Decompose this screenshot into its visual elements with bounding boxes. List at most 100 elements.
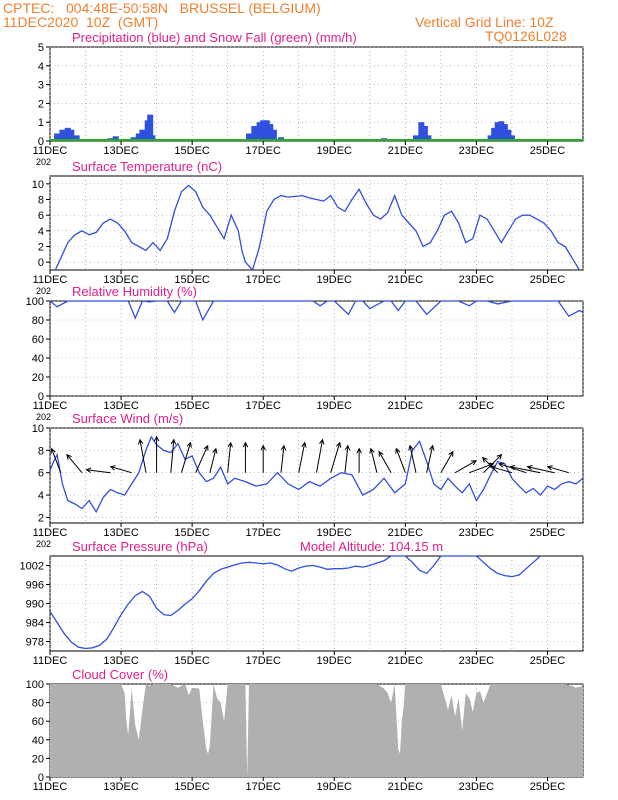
panel-precip-ytick-label: 5 — [38, 42, 44, 54]
wind-vector-head — [186, 441, 192, 448]
panel-rh-xtick-label: 21DEC — [388, 400, 424, 412]
panel-wind-title: Surface Wind (m/s) — [72, 411, 183, 426]
panel-precip-xtick-label: 11DEC — [33, 145, 68, 157]
wind-vector-head — [203, 444, 209, 451]
precip-bar — [425, 135, 432, 141]
snow-bar — [130, 140, 137, 141]
wind-vector-head — [109, 465, 116, 471]
wind-vector-head — [395, 447, 401, 454]
wind-vector — [454, 460, 477, 474]
panel-rh-year-stub: 202 — [36, 412, 51, 422]
panel-pressure-xtick-label: 15DEC — [174, 655, 210, 667]
snow-bar — [149, 140, 156, 141]
wind-vector — [378, 451, 392, 473]
panel-pressure-ytick-label: 990 — [26, 599, 44, 611]
wind-vector-head — [526, 464, 533, 471]
precip-bar — [487, 135, 494, 141]
precip-bar — [73, 135, 80, 141]
panel-wind-year-stub: 202 — [36, 539, 51, 549]
panel-temp-year-stub: 202 — [36, 286, 51, 296]
panel-precip-ytick-label: 1 — [38, 117, 44, 129]
panel-pressure-ytick-label: 978 — [26, 637, 44, 649]
panel-temp-title: Surface Temperature (nC) — [72, 159, 222, 174]
wind-vector-head — [378, 450, 384, 457]
panel-cloud-ytick-label: 80 — [32, 698, 44, 710]
panel-wind-ytick-label: 4 — [38, 490, 44, 502]
snow-bar — [73, 140, 80, 141]
snow-bar — [505, 140, 512, 141]
panel-wind-ytick-label: 6 — [38, 468, 44, 480]
precip-bar — [256, 122, 263, 141]
panel-pressure-xtick-label: 17DEC — [245, 655, 281, 667]
panel-wind-series-line — [49, 435, 584, 514]
wind-vector — [409, 445, 417, 473]
wind-vector — [86, 469, 111, 474]
panel-precip-xtick-label: 17DEC — [245, 145, 281, 157]
panel-temp-xtick-label: 17DEC — [245, 274, 281, 286]
wind-vector-head — [85, 467, 92, 473]
wind-vector-head — [429, 444, 435, 451]
wind-vector-head — [489, 465, 496, 471]
panel-precip-xtick-label: 21DEC — [388, 145, 424, 157]
panel-rh-xtick-label: 15DEC — [174, 400, 210, 412]
wind-vector-head — [242, 441, 249, 448]
wind-vector — [490, 466, 513, 474]
wind-vector — [110, 466, 132, 474]
panel-temp-ytick-label: 2 — [38, 242, 44, 254]
panel-cloud-ytick-label: 20 — [32, 753, 44, 765]
wind-vector-head — [335, 441, 342, 448]
panel-cloud-xtick-label: 15DEC — [174, 781, 210, 793]
snow-bar — [494, 139, 501, 141]
precip-bar — [508, 135, 515, 141]
wind-vector-head — [498, 462, 505, 468]
panel-precip-ytick-label: 4 — [38, 61, 44, 73]
panel-rh-ytick-label: 60 — [32, 334, 44, 346]
precip-bar — [64, 127, 71, 141]
panel-temp-xtick-label: 19DEC — [317, 274, 353, 286]
precip-bar — [412, 135, 419, 141]
precip-bar — [245, 133, 252, 141]
panel-temp-ytick-label: 10 — [32, 179, 44, 191]
panel-cloud-ytick-label: 40 — [32, 735, 44, 747]
panel-rh-ytick-label: 40 — [32, 353, 44, 365]
panel-cloud-xtick-label: 23DEC — [459, 781, 495, 793]
wind-vector — [395, 448, 406, 473]
panel-rh-xtick-label: 25DEC — [530, 400, 566, 412]
snow-bar — [418, 140, 425, 141]
header-product-code: TQ0126L028 — [485, 28, 567, 44]
header-station: CPTEC: 004:48E-50:58N BRUSSEL (BELGIUM) — [3, 0, 321, 16]
panel-cloud-title: Cloud Cover (%) — [72, 667, 168, 682]
panel-wind-xtick-label: 19DEC — [317, 527, 353, 539]
wind-vector — [139, 439, 147, 473]
panel-temp-ytick-label: 8 — [38, 195, 44, 207]
panel-rh-xtick-label: 13DEC — [103, 400, 139, 412]
panel-cloud-xtick-label: 11DEC — [33, 781, 68, 793]
wind-vector-head — [471, 460, 478, 466]
panel-pressure-xtick-label: 25DEC — [530, 655, 566, 667]
precip-bar — [135, 133, 142, 141]
precip-bar — [494, 122, 501, 141]
panel-temp-xtick-label: 25DEC — [530, 274, 566, 286]
snow-bar — [64, 140, 71, 141]
precip-bar — [260, 120, 267, 141]
panel-precip-ytick-label: 0 — [38, 136, 44, 148]
header-grid-note: Vertical Grid Line: 10Z — [415, 14, 554, 30]
snow-bar — [54, 140, 61, 141]
panel-wind-ytick-label: 10 — [32, 423, 44, 435]
snow-bar — [501, 140, 508, 141]
wind-vector-head — [369, 447, 375, 454]
wind-vector — [344, 445, 349, 473]
wind-vector-head — [408, 444, 414, 451]
snow-bar — [277, 140, 284, 141]
precip-bar — [501, 124, 508, 141]
panel-rh-ytick-label: 0 — [38, 391, 44, 403]
panel-wind-xtick-label: 25DEC — [530, 527, 566, 539]
wind-vector — [227, 442, 232, 473]
wind-vector — [370, 448, 378, 473]
panel-pressure-model-altitude: Model Altitude: 104.15 m — [300, 539, 443, 554]
snow-bar — [270, 140, 277, 141]
panel-temp-xtick-label: 21DEC — [388, 274, 424, 286]
cloud-cover-area — [50, 684, 583, 777]
wind-vector-head — [301, 441, 307, 448]
